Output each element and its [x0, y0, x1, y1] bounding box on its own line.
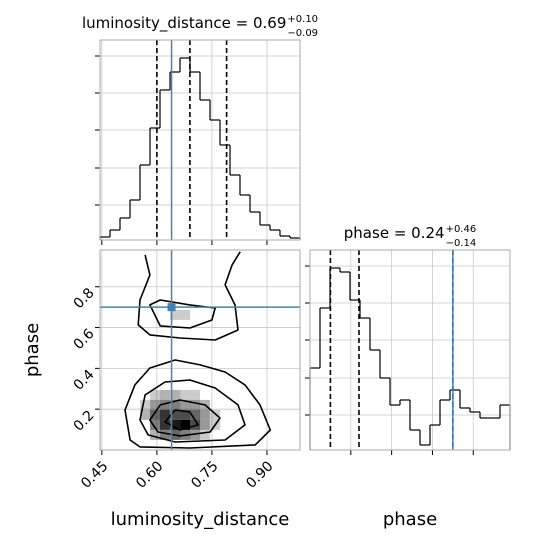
- density-cell: [190, 389, 201, 400]
- truth-marker: [167, 303, 176, 312]
- y-tick-label: 0.2: [71, 408, 98, 435]
- contour: [164, 409, 199, 431]
- density-cell: [170, 399, 181, 410]
- density-cell: [150, 399, 161, 410]
- density-cell: [180, 419, 191, 430]
- panel-title: luminosity_distance = 0.69 +0.10 −0.09: [82, 14, 318, 39]
- density-cell: [199, 429, 210, 440]
- contour: [124, 359, 272, 449]
- axes-frame: [99, 39, 301, 241]
- y-tick-label: 0.4: [71, 367, 98, 394]
- x-tick-label: 0.45: [78, 458, 111, 491]
- density-cell: [180, 399, 191, 410]
- density-cell: [199, 419, 210, 430]
- density-cell: [159, 409, 170, 420]
- axes-frame: [309, 249, 511, 451]
- density-cell: [190, 409, 201, 420]
- density-cell: [210, 409, 221, 420]
- density-cell: [170, 309, 181, 320]
- density-cell: [140, 409, 151, 420]
- title-sub: −0.09: [287, 28, 318, 39]
- density-cell: [170, 419, 181, 430]
- density-cell: [159, 419, 170, 430]
- density-cell: [159, 429, 170, 440]
- contour: [137, 251, 241, 341]
- density-cell: [150, 389, 161, 400]
- density-cell: [170, 389, 181, 400]
- title: luminosity_distance = 0.69: [82, 14, 286, 33]
- contour: [149, 399, 221, 437]
- x-axis-label: phase: [383, 509, 437, 530]
- panel-title: phase = 0.24 +0.46 −0.14: [344, 224, 476, 249]
- density-cell: [190, 399, 201, 410]
- density-cell: [180, 389, 191, 400]
- x-tick-label: 0.90: [243, 458, 276, 491]
- y-tick-label: 0.8: [71, 285, 98, 312]
- density-cell: [140, 399, 151, 410]
- title: phase = 0.24: [344, 224, 445, 242]
- density-cell: [170, 409, 181, 420]
- contour: [149, 299, 216, 329]
- x-tick-label: 0.75: [188, 458, 221, 491]
- title-sup: +0.46: [446, 224, 477, 235]
- density-cell: [150, 409, 161, 420]
- x-axis-label: luminosity_distance: [111, 509, 290, 530]
- title-sub: −0.14: [446, 238, 477, 249]
- x-tick-label: 0.60: [133, 458, 166, 491]
- contour: [139, 379, 246, 443]
- density-cell: [180, 309, 191, 320]
- axes-frame: [99, 249, 301, 451]
- y-tick-label: 0.6: [71, 326, 98, 353]
- density-cell: [159, 389, 170, 400]
- density-cell: [150, 419, 161, 430]
- density-cell: [199, 409, 210, 420]
- title-sup: +0.10: [287, 14, 318, 25]
- density-cell: [180, 409, 191, 420]
- density-cell: [190, 419, 201, 430]
- density-cell: [190, 429, 201, 440]
- y-axis-label: phase: [22, 323, 43, 377]
- density-cell: [150, 429, 161, 440]
- density-cell: [159, 399, 170, 410]
